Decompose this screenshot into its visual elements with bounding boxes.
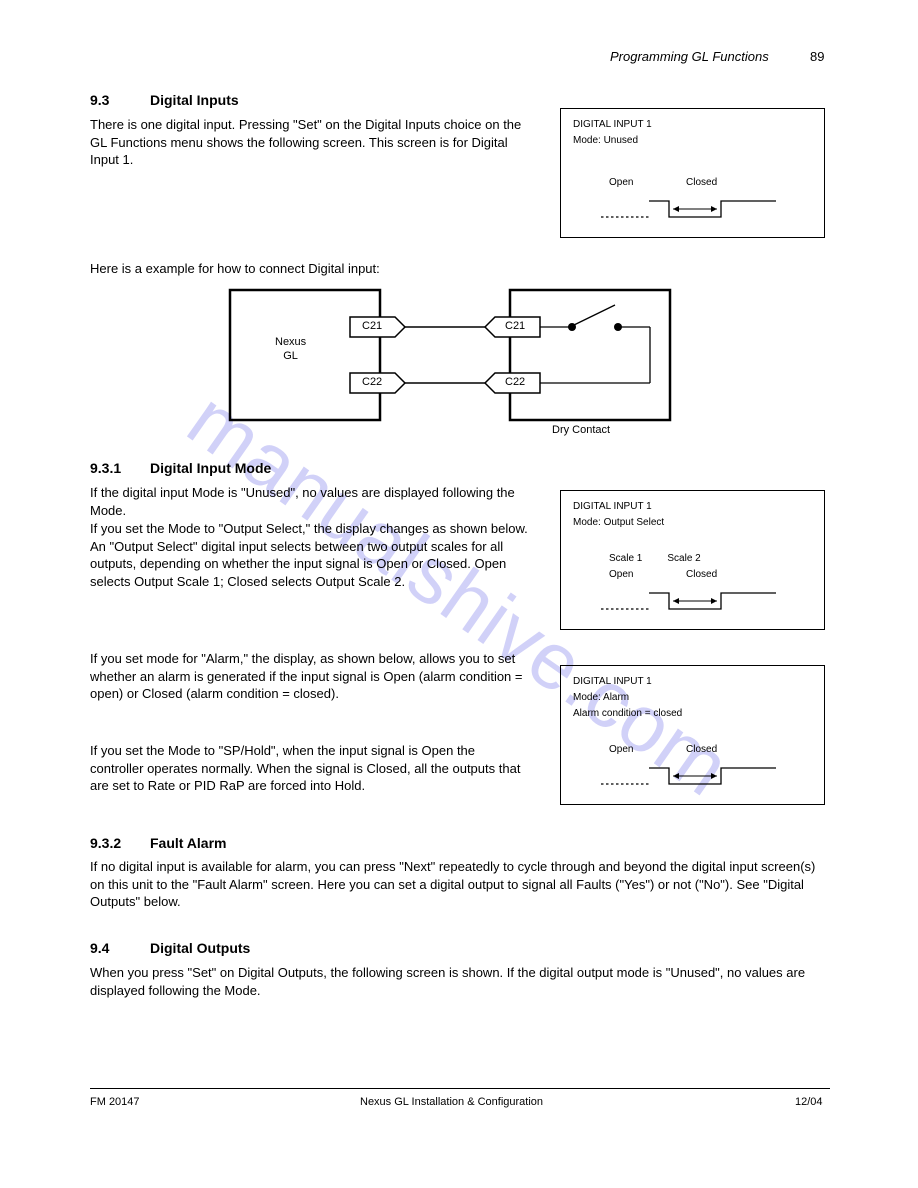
box2-open: Open — [609, 569, 633, 582]
text-9-3-1-para2: If you set the Mode to "Output Select," … — [90, 520, 530, 590]
box2-closed: Closed — [686, 569, 717, 582]
box3-line3: Alarm condition = closed — [573, 708, 682, 721]
box1-title: DIGITAL INPUT 1 — [573, 119, 652, 132]
header-title: Programming GL Functions — [610, 48, 769, 66]
text-9-3-1-para3: If you set mode for "Alarm," the display… — [90, 650, 530, 703]
diagram-c22-left: C22 — [362, 375, 382, 389]
display-box-1: DIGITAL INPUT 1 Mode: Unused — [560, 108, 825, 238]
box2-signal-icon — [601, 581, 801, 623]
box3-line2: Mode: Alarm — [573, 692, 629, 705]
text-9-3-1-para4: If you set the Mode to "SP/Hold", when t… — [90, 742, 530, 795]
text-9-4-intro: When you press "Set" on Digital Outputs,… — [90, 964, 830, 999]
box1-signal-final — [601, 189, 801, 231]
heading-9-3-2-title: Fault Alarm — [150, 835, 227, 851]
footer-left: FM 20147 — [90, 1096, 140, 1108]
box1-open: Open — [609, 177, 633, 190]
box2-line3: Scale 1 Scale 2 — [609, 553, 701, 566]
footer-center: Nexus GL Installation & Configuration — [360, 1096, 543, 1108]
heading-9-3-title: Digital Inputs — [150, 92, 239, 108]
box2-title: DIGITAL INPUT 1 — [573, 501, 652, 514]
diagram-c21-right: C21 — [505, 319, 525, 333]
heading-9-4-title: Digital Outputs — [150, 940, 250, 956]
diagram-left-label: Nexus GL — [275, 335, 306, 364]
display-box-2: DIGITAL INPUT 1 Mode: Output Select Scal… — [560, 490, 825, 630]
text-9-3-1-intro: If the digital input Mode is "Unused", n… — [90, 484, 530, 519]
heading-9-3-number: 9.3 — [90, 92, 109, 108]
header-page: 89 — [810, 48, 824, 66]
diagram-caption: Here is a example for how to connect Dig… — [90, 260, 530, 278]
page-root: manualshive.com Programming GL Functions… — [0, 0, 918, 1188]
diagram-c21-left: C21 — [362, 319, 382, 333]
heading-9-4-number: 9.4 — [90, 940, 109, 956]
text-9-3-intro: There is one digital input. Pressing "Se… — [90, 116, 530, 169]
heading-9-3-1-title: Digital Input Mode — [150, 460, 271, 476]
box1-closed: Closed — [686, 177, 717, 190]
heading-9-3-1-number: 9.3.1 — [90, 460, 121, 476]
wiring-diagram: Nexus GL C21 C22 C21 C22 Dry Contact — [220, 285, 680, 440]
box1-line2: Mode: Unused — [573, 135, 638, 148]
box2-line2: Mode: Output Select — [573, 517, 664, 530]
text-9-3-2-para: If no digital input is available for ala… — [90, 858, 830, 911]
box3-closed: Closed — [686, 744, 717, 757]
diagram-c22-right: C22 — [505, 375, 525, 389]
box3-signal-icon — [601, 756, 801, 798]
footer-rule — [90, 1088, 830, 1089]
diagram-dry-contact: Dry Contact — [552, 423, 610, 437]
box3-title: DIGITAL INPUT 1 — [573, 676, 652, 689]
display-box-3: DIGITAL INPUT 1 Mode: Alarm Alarm condit… — [560, 665, 825, 805]
box3-open: Open — [609, 744, 633, 757]
footer-right: 12/04 — [795, 1096, 823, 1108]
heading-9-3-2-number: 9.3.2 — [90, 835, 121, 851]
